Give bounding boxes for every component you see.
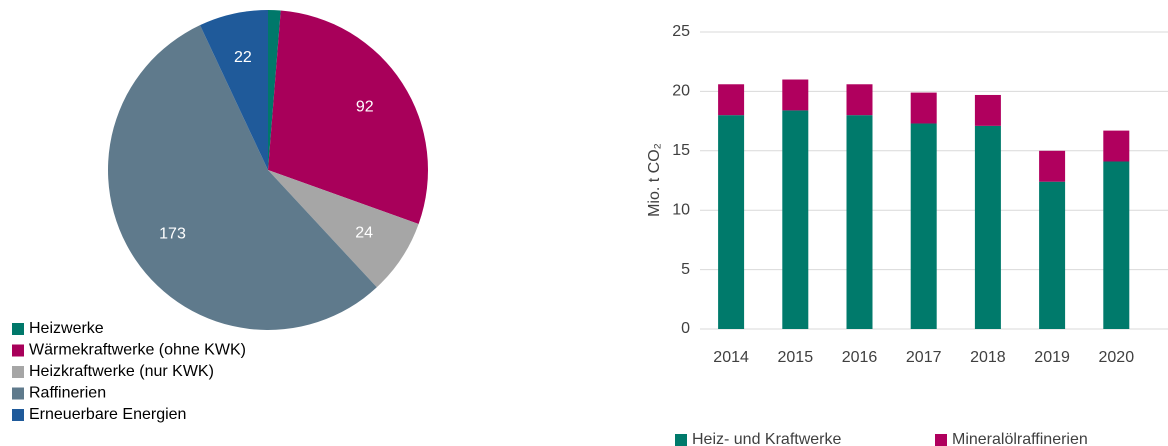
y-tick-label: 10 xyxy=(672,201,690,218)
x-tick-label: 2017 xyxy=(906,349,942,366)
bar-segment xyxy=(1103,161,1130,329)
slice-label: 92 xyxy=(356,99,374,116)
legend-swatch xyxy=(935,434,947,446)
x-tick-label: 2018 xyxy=(970,349,1006,366)
x-tick-label: 2016 xyxy=(842,349,878,366)
bar-segment xyxy=(910,123,937,329)
legend-swatch xyxy=(12,366,24,378)
bar-segment xyxy=(974,94,1001,126)
x-tick-label: 2014 xyxy=(713,349,749,366)
legend-swatch xyxy=(675,434,687,446)
y-tick-label: 20 xyxy=(672,83,690,100)
bar-segment xyxy=(846,84,873,116)
bar-segment xyxy=(718,84,745,116)
y-tick-label: 0 xyxy=(681,320,690,337)
y-axis-label: Mio. t CO₂ xyxy=(646,143,663,217)
slice-label: 24 xyxy=(355,225,373,242)
legend-swatch xyxy=(12,344,24,357)
pie-slice xyxy=(268,170,419,288)
bar-segment xyxy=(974,125,1001,330)
legend-label: Erneuerbare Energien xyxy=(29,406,186,423)
legend-label: Heiz- und Kraftwerke xyxy=(692,431,841,446)
bar-segment xyxy=(910,92,937,124)
pie-slice xyxy=(268,10,428,224)
bar-segment xyxy=(782,79,809,111)
legend-swatch xyxy=(12,409,24,421)
x-tick-label: 2020 xyxy=(1099,349,1135,366)
legend-label: Heizkraftwerke (nur KWK) xyxy=(29,363,214,380)
y-tick-label: 15 xyxy=(672,142,690,159)
y-tick-label: 5 xyxy=(681,261,690,278)
bar-segment xyxy=(782,110,809,330)
bar-segment xyxy=(1103,130,1130,162)
bar-segment xyxy=(718,115,745,329)
legend-swatch xyxy=(12,387,24,400)
legend-label: Heizwerke xyxy=(29,320,104,337)
pie-slice xyxy=(200,10,268,170)
bar-segment xyxy=(1039,181,1066,329)
slice-label: 173 xyxy=(159,226,186,243)
pie-slice xyxy=(268,10,281,170)
bar-segment xyxy=(1039,150,1066,182)
legend-label: Raffinerien xyxy=(29,385,106,402)
y-tick-label: 25 xyxy=(672,23,690,40)
legend-swatch xyxy=(12,323,24,335)
pie-slice xyxy=(108,25,377,330)
legend-label: Mineralölraffinerien xyxy=(952,431,1088,446)
x-tick-label: 2019 xyxy=(1034,349,1070,366)
bar-segment xyxy=(846,115,873,329)
x-tick-label: 2015 xyxy=(778,349,814,366)
slice-label: 22 xyxy=(234,49,252,66)
legend-label: Wärmekraftwerke (ohne KWK) xyxy=(29,342,246,359)
